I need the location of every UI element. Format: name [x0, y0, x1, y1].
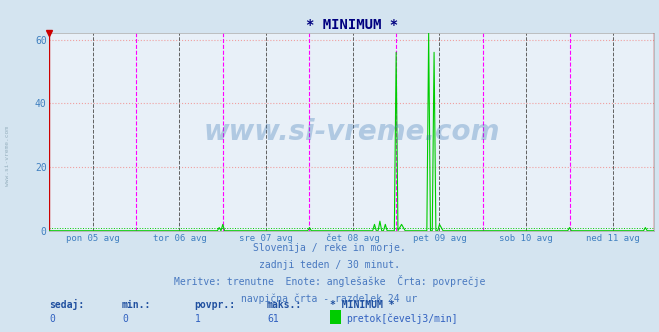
- Text: maks.:: maks.:: [267, 300, 302, 310]
- Text: sedaj:: sedaj:: [49, 299, 84, 310]
- Title: * MINIMUM *: * MINIMUM *: [306, 18, 398, 32]
- Text: 0: 0: [49, 314, 55, 324]
- Text: www.si-vreme.com: www.si-vreme.com: [5, 126, 11, 186]
- Text: povpr.:: povpr.:: [194, 300, 235, 310]
- Text: Slovenija / reke in morje.: Slovenija / reke in morje.: [253, 243, 406, 253]
- Text: www.si-vreme.com: www.si-vreme.com: [204, 118, 500, 146]
- Text: min.:: min.:: [122, 300, 152, 310]
- Text: 0: 0: [122, 314, 128, 324]
- Text: 61: 61: [267, 314, 279, 324]
- Text: navpična črta - razdelek 24 ur: navpična črta - razdelek 24 ur: [241, 294, 418, 304]
- Text: zadnji teden / 30 minut.: zadnji teden / 30 minut.: [259, 260, 400, 270]
- Text: * MINIMUM *: * MINIMUM *: [330, 300, 394, 310]
- Text: 1: 1: [194, 314, 200, 324]
- Text: pretok[čevelj3/min]: pretok[čevelj3/min]: [346, 313, 457, 324]
- Text: Meritve: trenutne  Enote: anglešaške  Črta: povprečje: Meritve: trenutne Enote: anglešaške Črta…: [174, 275, 485, 287]
